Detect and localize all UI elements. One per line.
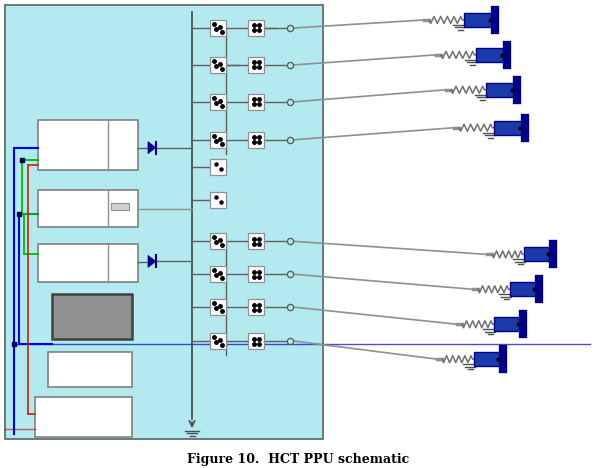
Bar (474, 352, 502, 366)
Bar (524, 248, 552, 262)
Bar (248, 94, 264, 110)
Bar (494, 121, 524, 135)
Bar (248, 132, 264, 147)
Bar (210, 333, 226, 349)
Bar (248, 57, 264, 73)
Bar (248, 234, 264, 249)
Bar (210, 94, 226, 110)
Bar (248, 266, 264, 282)
Bar (210, 20, 226, 36)
Bar (38, 120, 138, 169)
Text: Figure 10.  HCT PPU schematic: Figure 10. HCT PPU schematic (187, 453, 409, 467)
Bar (510, 282, 538, 296)
Bar (5, 5, 323, 439)
Bar (38, 244, 138, 282)
Bar (248, 20, 264, 36)
Bar (248, 300, 264, 315)
Bar (248, 333, 264, 349)
Bar (210, 132, 226, 147)
Bar (476, 48, 506, 62)
Bar (48, 352, 132, 387)
Bar (52, 294, 132, 339)
Bar (494, 317, 522, 331)
Polygon shape (148, 256, 156, 267)
Bar (464, 13, 494, 27)
Bar (210, 300, 226, 315)
Bar (38, 190, 138, 227)
Bar (210, 191, 226, 207)
Bar (210, 57, 226, 73)
Bar (210, 159, 226, 175)
Bar (111, 203, 129, 211)
Bar (210, 234, 226, 249)
Polygon shape (148, 142, 156, 154)
Bar (35, 397, 132, 437)
Bar (210, 266, 226, 282)
Bar (486, 83, 516, 97)
